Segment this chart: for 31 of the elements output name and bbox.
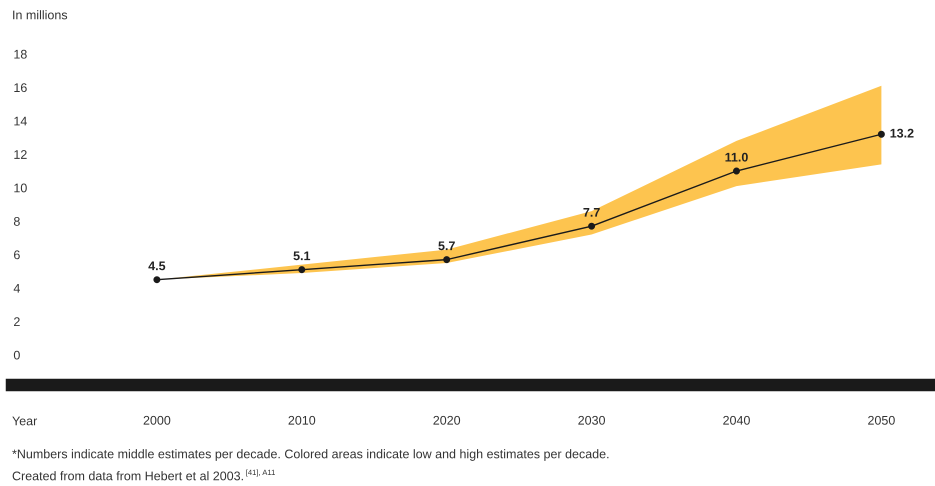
text: *Numbers indicate middle estimates per decade. Colored areas indicate low and high estimates per decade.	[12, 449, 608, 461]
y-tick-label: 8	[14, 216, 20, 226]
y-tick-label: 6	[14, 250, 20, 260]
data-label: 4.5	[148, 262, 166, 270]
point	[298, 266, 306, 274]
data-label: 11.0	[725, 152, 748, 162]
y-tick-label: 12	[14, 150, 27, 159]
y-tick-label: 18	[14, 50, 27, 59]
point	[588, 222, 596, 230]
point	[733, 168, 740, 174]
y-axis-title: In millions	[13, 10, 68, 20]
data-label: 5.1	[293, 252, 310, 260]
y-tick-label: 16	[14, 83, 27, 92]
x-tick-label: 2030	[578, 416, 606, 425]
data-label: 7.7	[583, 208, 600, 217]
y-tick-label: 10	[14, 184, 27, 192]
y-tick-label: 14	[14, 116, 27, 126]
point	[443, 256, 450, 264]
x-tick-label: 2020	[433, 416, 460, 425]
point	[878, 130, 885, 138]
x-tick-label: 2000	[144, 416, 170, 425]
data-label: 5.7	[438, 241, 455, 250]
x-axis-title: Year	[12, 416, 38, 426]
x-tick-label: 2040	[723, 416, 750, 425]
y-tick-label: 2	[14, 317, 20, 326]
y-tick-label: 4	[14, 284, 20, 293]
data-label: 13.2	[890, 128, 914, 138]
x-tick-label: 2010	[288, 416, 316, 425]
x-tick-label: 2050	[868, 416, 895, 425]
y-tick-label: 0	[14, 350, 20, 360]
point	[153, 276, 160, 284]
